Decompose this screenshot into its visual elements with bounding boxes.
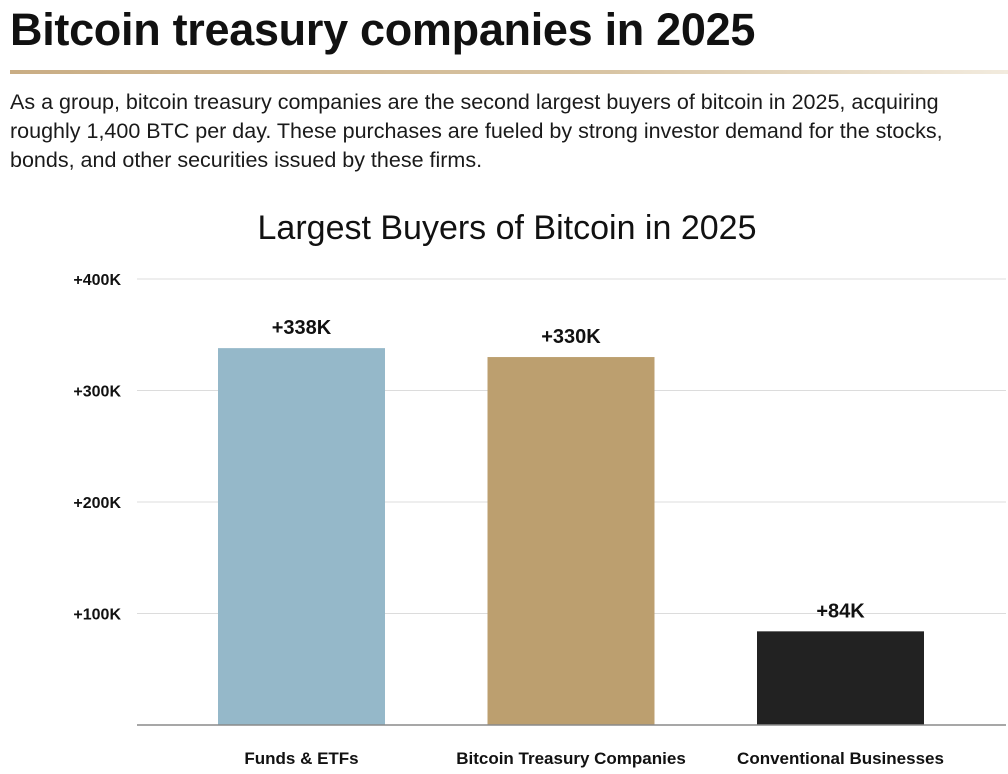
- title-divider: [10, 70, 1008, 74]
- bar-chart: Largest Buyers of Bitcoin in 2025 +100K +…: [0, 195, 1008, 774]
- bar: [487, 357, 655, 725]
- x-axis-categories: Funds & ETFs Bitcoin Treasury Companies Co…: [244, 749, 944, 768]
- x-category-label: Bitcoin Treasury Companies: [456, 749, 686, 768]
- page-title: Bitcoin treasury companies in 2025: [10, 4, 756, 55]
- y-axis-ticks: +100K +200K +300K +400K: [73, 272, 121, 624]
- bar-value-label: +84K: [816, 600, 865, 622]
- x-category-label: Conventional Businesses: [737, 749, 944, 768]
- bar-value-label: +330K: [541, 326, 601, 348]
- chart-title: Largest Buyers of Bitcoin in 2025: [258, 209, 757, 247]
- y-tick-label: +200K: [73, 495, 121, 512]
- chart-svg: Largest Buyers of Bitcoin in 2025 +100K+…: [73, 209, 1006, 768]
- bar: [757, 631, 924, 725]
- y-tick-label: +100K: [73, 607, 121, 624]
- data-labels: +338K +330K +84K: [272, 317, 865, 622]
- intro-paragraph: As a group, bitcoin treasury companies a…: [10, 90, 943, 172]
- y-tick-label: +400K: [73, 272, 121, 289]
- bar-value-label: +338K: [272, 317, 332, 339]
- x-category-label: Funds & ETFs: [244, 749, 358, 768]
- bars: [218, 348, 924, 725]
- bar: [218, 348, 385, 725]
- y-tick-label: +300K: [73, 384, 121, 401]
